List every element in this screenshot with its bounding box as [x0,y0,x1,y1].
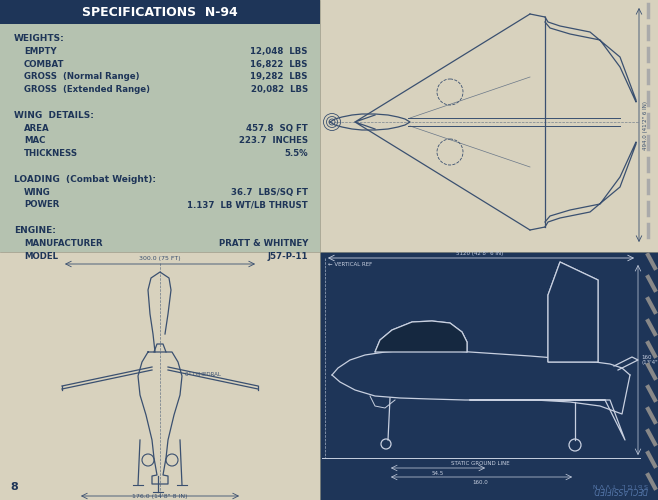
Text: 8: 8 [10,482,18,492]
Text: 5.5%: 5.5% [284,149,308,158]
Bar [320,0,658,252]
Text: 19,282  LBS: 19,282 LBS [251,72,308,82]
Text: MODEL: MODEL [24,252,58,260]
Text: 300.0 (75 FT): 300.0 (75 FT) [139,256,181,261]
Text: J57-P-11: J57-P-11 [268,252,308,260]
Text: THICKNESS: THICKNESS [24,149,78,158]
Bar [0,0,320,24]
Text: GROSS  (Normal Range): GROSS (Normal Range) [24,72,139,82]
Text: 457.8  SQ FT: 457.8 SQ FT [246,124,308,132]
Text: LOADING  (Combat Weight):: LOADING (Combat Weight): [14,175,156,184]
Text: WING  DETAILS:: WING DETAILS: [14,111,94,120]
Text: COMBAT: COMBAT [24,60,64,68]
Text: 160.0: 160.0 [472,480,488,485]
Text: 494.0 (41'2" 6 IN): 494.0 (41'2" 6 IN) [643,100,648,150]
Bar [0,252,320,500]
Bar [320,252,658,500]
Text: PRATT & WHITNEY: PRATT & WHITNEY [218,239,308,248]
Text: 20,082  LBS: 20,082 LBS [251,85,308,94]
Text: 223.7  INCHES: 223.7 INCHES [239,136,308,145]
Polygon shape [548,262,598,362]
Text: MAC: MAC [24,136,45,145]
Text: AREA: AREA [24,124,49,132]
Text: 16,822  LBS: 16,822 LBS [251,60,308,68]
Text: STATIC GROUND LINE: STATIC GROUND LINE [451,461,509,466]
Text: S b l G L   T V V N: S b l G L T V V N [593,482,648,487]
Text: WING: WING [24,188,51,196]
Text: ← VERTICAL REF: ← VERTICAL REF [328,262,372,267]
Text: MANUFACTURER: MANUFACTURER [24,239,103,248]
Text: 1.137  LB WT/LB THRUST: 1.137 LB WT/LB THRUST [188,200,308,209]
Text: 12,048  LBS: 12,048 LBS [251,47,308,56]
Text: 5120 (42'8" 6 IN): 5120 (42'8" 6 IN) [457,251,503,256]
Polygon shape [375,321,467,352]
Bar [0,0,320,252]
Text: ENGINE:: ENGINE: [14,226,56,235]
Text: SPECIFICATIONS  N-94: SPECIFICATIONS N-94 [82,6,238,18]
Text: GROSS  (Extended Range): GROSS (Extended Range) [24,85,150,94]
Text: EMPTY: EMPTY [24,47,57,56]
Text: POWER: POWER [24,200,59,209]
Text: 160
(13'4"): 160 (13'4") [641,354,658,366]
Text: WEIGHTS:: WEIGHTS: [14,34,64,43]
Text: 176.0 (14'8" 8 IN): 176.0 (14'8" 8 IN) [132,494,188,499]
Text: 0° DIHEDRAL: 0° DIHEDRAL [185,372,221,376]
Text: 36.7  LBS/SQ FT: 36.7 LBS/SQ FT [231,188,308,196]
Text: DECLASSIFIED: DECLASSIFIED [594,485,648,494]
Text: 54.5: 54.5 [432,471,444,476]
